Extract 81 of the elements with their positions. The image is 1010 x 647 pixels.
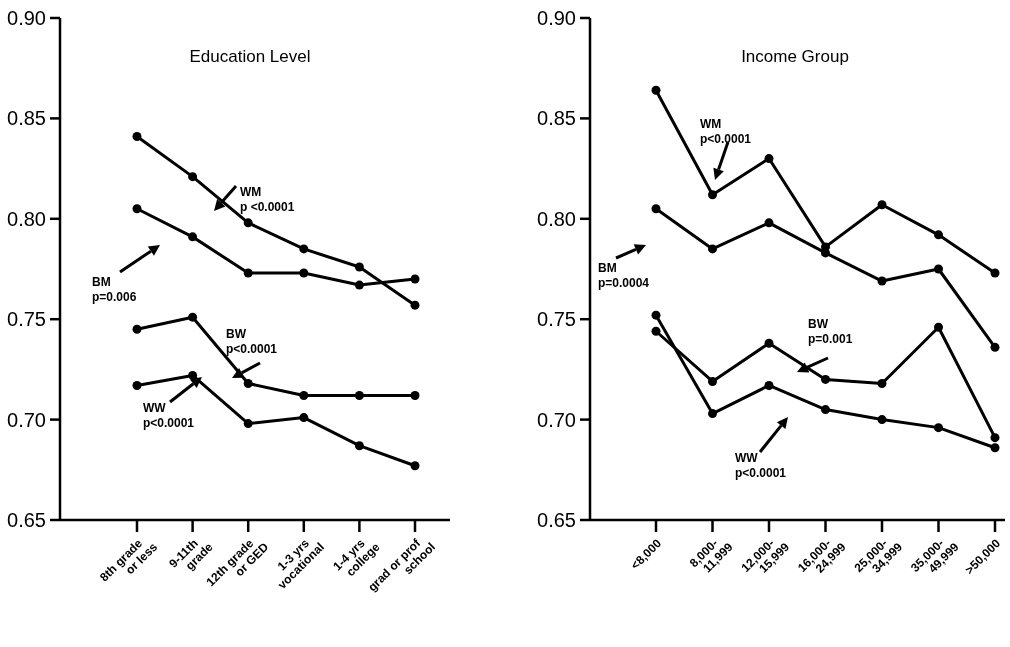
point [299,268,309,278]
y-tick-label: 0.85 [7,107,46,130]
annotation: p <0.0001 [240,200,295,214]
point [934,230,943,240]
y-tick-label: 0.70 [537,408,576,431]
legend-label: WM [240,185,262,199]
point [299,244,309,254]
point [877,378,887,388]
annotation: p=0.006 [92,290,137,304]
point [243,268,253,278]
y-tick-label: 0.65 [7,509,46,531]
point [410,274,420,284]
annotation: p<0.0001 [143,416,195,430]
point [188,312,198,322]
point [764,338,774,348]
y-tick-label: 0.85 [537,107,576,130]
y-tick-label: 0.80 [7,207,46,230]
point [243,218,253,228]
annotation: p=0.001 [808,332,853,346]
point [410,300,420,310]
point [990,268,1000,278]
point [708,376,717,386]
text: BM [92,275,111,289]
point [188,172,198,182]
point [877,276,887,286]
point [132,324,142,334]
text: BW [808,317,829,331]
text: Income Group [741,47,849,66]
point [299,391,309,400]
point [132,380,142,390]
series-label: WW [143,401,167,415]
point [188,232,198,242]
annotation: p<0.0001 [226,342,278,356]
y-tick-label: 0.65 [537,509,576,531]
y-tick-label: 0.75 [7,308,46,331]
point [243,378,253,388]
y-tick-label: 0.70 [7,408,46,431]
text: WW [735,451,759,465]
point [708,409,717,419]
point [132,204,142,214]
point [764,380,774,390]
point [651,204,661,214]
point [990,443,1000,453]
point [354,262,364,272]
text: Education Level [189,47,311,66]
y-tick-label: 0.90 [7,7,46,29]
point [934,264,943,274]
annotation: p<0.0001 [700,132,752,146]
point [821,374,830,384]
annotation: p=0.0004 [598,276,650,290]
point [708,244,717,254]
point [651,326,661,336]
point [651,310,661,320]
y-tick-label: 0.75 [537,308,576,331]
point [764,218,774,228]
point [354,391,364,400]
y-tick-label: 0.80 [537,207,576,230]
point [877,200,887,210]
point [299,413,309,423]
point [764,154,774,164]
point [243,419,253,429]
point [132,131,142,141]
point [410,391,420,400]
point [934,322,943,332]
series-label: WM [700,117,722,131]
annotation: p<0.0001 [735,466,787,480]
point [354,280,364,290]
point [651,85,661,95]
series-label: BW [226,327,247,341]
point [354,441,364,451]
point [821,248,830,258]
point [188,370,198,380]
point [934,423,943,433]
point [708,190,717,200]
point [877,415,887,425]
y-tick-label: 0.90 [537,7,576,29]
legend-label: BM [598,261,617,275]
point [990,433,1000,443]
point [990,342,1000,352]
point [821,405,830,415]
point [410,461,420,471]
